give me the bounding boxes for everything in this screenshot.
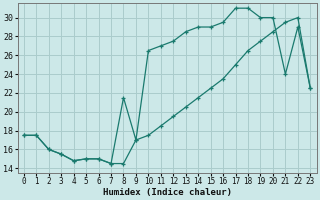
X-axis label: Humidex (Indice chaleur): Humidex (Indice chaleur) [103,188,232,197]
